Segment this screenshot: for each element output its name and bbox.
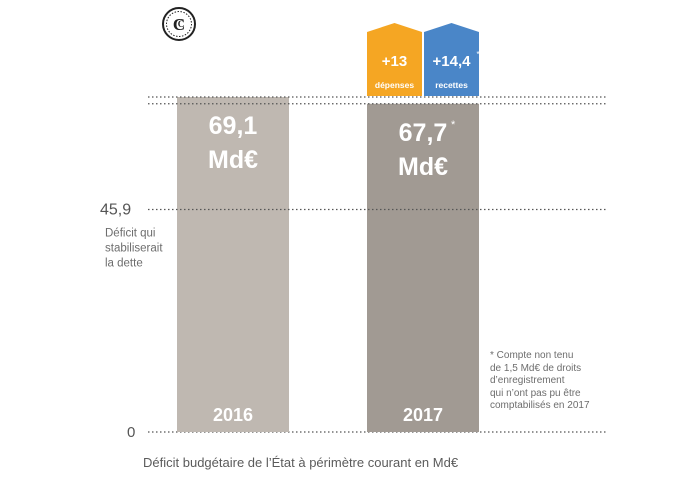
x-tick-2017: 2017 xyxy=(403,405,443,425)
footnote-line: de 1,5 Md€ de droits xyxy=(490,362,582,374)
bar-value-asterisk: * xyxy=(451,119,456,131)
footnote-line: qui n’ont pas pu être xyxy=(490,387,581,399)
bar-value-label: 67,7 xyxy=(399,119,448,147)
footnote-line: * Compte non tenu xyxy=(490,350,574,361)
increase-value-label: +13 xyxy=(382,53,407,70)
svg-text:C: C xyxy=(178,19,185,29)
bar-value-unit: Md€ xyxy=(398,153,448,181)
footnote: * Compte non tenu de 1,5 Md€ de droits d… xyxy=(490,350,640,413)
reference-value-label: 45,9 xyxy=(100,201,131,218)
bar-value-unit: Md€ xyxy=(208,146,258,174)
reference-description-line: Déficit qui xyxy=(105,227,156,239)
footnote-line: comptabilisés en 2017 xyxy=(490,400,590,411)
svg-text:C: C xyxy=(173,15,185,34)
y-tick-0: 0 xyxy=(127,424,135,441)
footnote-line: d’enregistrement xyxy=(490,375,565,386)
reference-description-line: stabiliserait xyxy=(105,242,163,254)
bar-2016 xyxy=(177,97,289,432)
x-axis-label: Déficit budgétaire de l’État à périmètre… xyxy=(143,455,459,470)
bar-value-label: 69,1 xyxy=(209,112,258,140)
bar-2017 xyxy=(367,103,479,432)
cour-des-comptes-seal-icon: C C xyxy=(161,6,197,42)
reference-description-line: la dette xyxy=(105,257,143,269)
increase-value-label: +14,4 xyxy=(433,53,472,70)
increase-sublabel: recettes xyxy=(435,80,468,90)
x-tick-2016: 2016 xyxy=(213,405,253,425)
increase-sublabel: dépenses xyxy=(375,80,414,90)
increase-arrow-dépenses xyxy=(367,23,422,96)
increase-arrow-recettes xyxy=(424,23,479,96)
increase-asterisk: * xyxy=(477,50,480,59)
